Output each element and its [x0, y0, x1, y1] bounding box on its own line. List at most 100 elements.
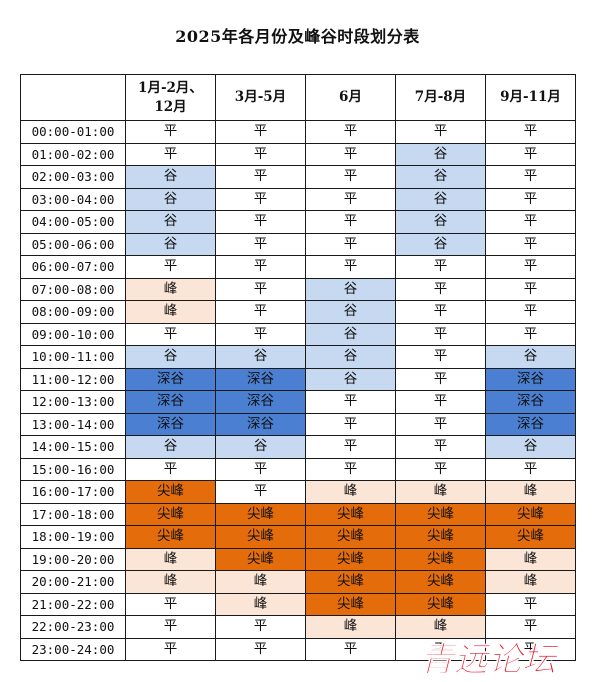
period-cell: 平	[305, 637, 396, 661]
table-body: 00:00-01:00 平平平平平 01:00-02:00 平平平谷平 02:00-03…	[20, 120, 576, 661]
period-cell: 平	[125, 637, 216, 661]
period-cell: 平	[395, 412, 486, 436]
time-slot-cell: 03:00-04:00	[20, 187, 126, 211]
period-cell: 平	[305, 255, 396, 279]
header-label: 1月-2月、	[138, 79, 203, 96]
period-cell: 平	[125, 142, 216, 166]
period-cell: 平	[485, 255, 576, 279]
period-cell: 尖峰	[395, 570, 486, 594]
time-slot-cell: 00:00-01:00	[20, 120, 126, 144]
period-cell: 平	[485, 187, 576, 211]
table-row: 16:00-17:00 尖峰平峰峰峰	[20, 480, 576, 504]
period-cell: 平	[125, 592, 216, 616]
period-cell: 平	[395, 435, 486, 459]
period-cell: 平	[215, 120, 306, 144]
period-cell: 平	[395, 457, 486, 481]
time-slot-cell: 22:00-23:00	[20, 615, 126, 639]
time-slot-cell: 06:00-07:00	[20, 255, 126, 279]
period-cell: 谷	[395, 142, 486, 166]
period-cell: 平	[215, 615, 306, 639]
header-label: 7月-8月	[414, 89, 467, 105]
time-slot-cell: 13:00-14:00	[20, 412, 126, 436]
table-row: 19:00-20:00 峰尖峰 尖峰 尖峰峰	[20, 547, 576, 571]
time-slot-cell: 10:00-11:00	[20, 345, 126, 369]
peak-valley-table: 1月-2月、 12月 3月-5月 6月 7月-8月 9月-11月 00:00-0…	[20, 74, 576, 661]
period-cell: 平	[125, 457, 216, 481]
header-col-jan-feb-dec: 1月-2月、 12月	[125, 74, 216, 121]
period-cell: 谷	[305, 277, 396, 301]
period-cell: 峰	[125, 300, 216, 324]
table-row: 04:00-05:00 谷平平谷平	[20, 210, 576, 234]
period-cell: 峰	[395, 480, 486, 504]
period-cell: 尖峰	[215, 547, 306, 571]
period-cell: 平	[485, 165, 576, 189]
period-cell: 平	[395, 367, 486, 391]
period-cell: 平	[305, 142, 396, 166]
period-cell: 平	[125, 120, 216, 144]
period-cell: 深谷	[125, 412, 216, 436]
header-label: 9月-11月	[500, 89, 561, 105]
period-cell: 尖峰	[485, 502, 576, 526]
time-slot-cell: 19:00-20:00	[20, 547, 126, 571]
period-cell: 峰	[485, 547, 576, 571]
time-slot-cell: 17:00-18:00	[20, 502, 126, 526]
time-slot-cell: 02:00-03:00	[20, 165, 126, 189]
time-slot-cell: 12:00-13:00	[20, 390, 126, 414]
period-cell: 平	[395, 390, 486, 414]
period-cell: 平	[125, 615, 216, 639]
period-cell: 平	[485, 210, 576, 234]
header-label: 12月	[154, 98, 187, 115]
period-cell: 尖峰	[305, 592, 396, 616]
period-cell: 平	[305, 412, 396, 436]
period-cell: 峰	[215, 592, 306, 616]
period-cell: 尖峰	[485, 525, 576, 549]
table-row: 15:00-16:00 平平平平平	[20, 457, 576, 481]
time-slot-cell: 21:00-22:00	[20, 592, 126, 616]
table-row: 08:00-09:00 峰平谷平平	[20, 300, 576, 324]
period-cell: 谷	[395, 165, 486, 189]
period-cell: 平	[485, 120, 576, 144]
time-slot-cell: 04:00-05:00	[20, 210, 126, 234]
period-cell: 平	[305, 435, 396, 459]
period-cell: 平	[215, 300, 306, 324]
period-cell: 平	[395, 322, 486, 346]
period-cell: 尖峰	[305, 525, 396, 549]
table-row: 18:00-19:00 尖峰 尖峰 尖峰 尖峰 尖峰	[20, 525, 576, 549]
period-cell: 峰	[305, 615, 396, 639]
period-cell: 平	[485, 277, 576, 301]
time-slot-cell: 16:00-17:00	[20, 480, 126, 504]
period-cell: 峰	[215, 570, 306, 594]
period-cell: 平	[395, 345, 486, 369]
time-slot-cell: 09:00-10:00	[20, 322, 126, 346]
table-row: 23:00-24:00 平平平平平	[20, 637, 576, 661]
period-cell: 尖峰	[395, 525, 486, 549]
table-row: 01:00-02:00 平平平谷平	[20, 142, 576, 166]
period-cell: 平	[125, 322, 216, 346]
period-cell: 谷	[125, 345, 216, 369]
period-cell: 峰	[485, 480, 576, 504]
period-cell: 平	[215, 142, 306, 166]
table-row: 02:00-03:00 谷平平谷平	[20, 165, 576, 189]
period-cell: 平	[215, 210, 306, 234]
table-row: 13:00-14:00 深谷 深谷平平深谷	[20, 412, 576, 436]
period-cell: 平	[395, 255, 486, 279]
period-cell: 谷	[305, 300, 396, 324]
header-label: 3月-5月	[234, 89, 287, 105]
table-row: 03:00-04:00 谷平平谷平	[20, 187, 576, 211]
period-cell: 深谷	[125, 390, 216, 414]
time-slot-cell: 07:00-08:00	[20, 277, 126, 301]
period-cell: 尖峰	[215, 502, 306, 526]
period-cell: 谷	[125, 435, 216, 459]
header-col-sep-nov: 9月-11月	[485, 74, 576, 121]
time-slot-cell: 05:00-06:00	[20, 232, 126, 256]
period-cell: 尖峰	[125, 480, 216, 504]
time-slot-cell: 15:00-16:00	[20, 457, 126, 481]
period-cell: 平	[305, 232, 396, 256]
header-col-jul-aug: 7月-8月	[395, 74, 486, 121]
period-cell: 平	[125, 255, 216, 279]
table-row: 10:00-11:00 谷谷谷平谷	[20, 345, 576, 369]
table-row: 21:00-22:00 平峰尖峰 尖峰平	[20, 592, 576, 616]
table-row: 20:00-21:00 峰峰尖峰 尖峰峰	[20, 570, 576, 594]
period-cell: 尖峰	[395, 502, 486, 526]
period-cell: 尖峰	[305, 547, 396, 571]
